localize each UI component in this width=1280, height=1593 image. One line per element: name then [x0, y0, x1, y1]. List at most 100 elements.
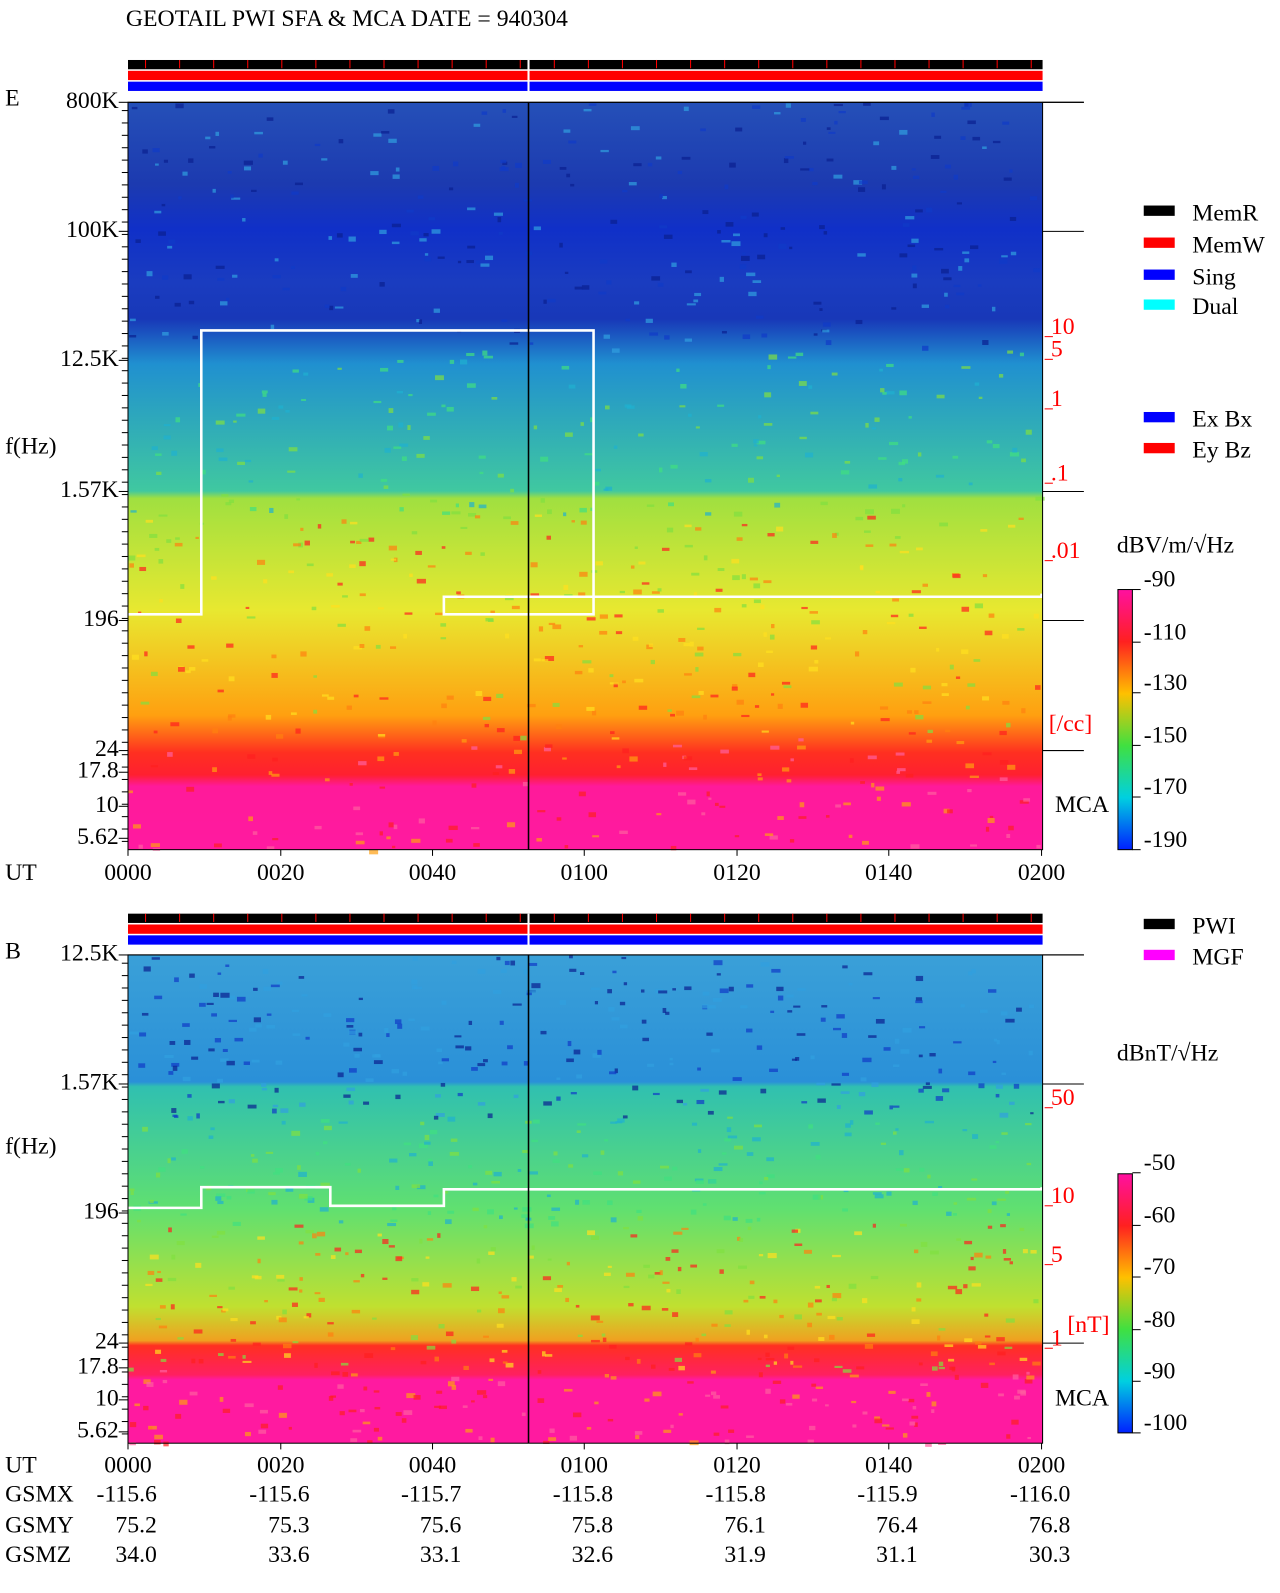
- spectrogram-texture: [739, 264, 747, 270]
- spectrogram-texture: [398, 422, 404, 428]
- spectrogram-texture: [849, 758, 854, 763]
- spectrogram-texture: [212, 767, 217, 773]
- spectrogram-texture: [595, 561, 603, 566]
- spectrogram-texture: [1007, 524, 1016, 528]
- spectrogram-texture: [813, 1358, 820, 1363]
- spectrogram-texture: [795, 352, 804, 357]
- spectrogram-texture: [466, 260, 474, 264]
- spectrogram-texture: [945, 304, 950, 309]
- spectrogram-texture: [278, 405, 284, 409]
- spectrogram-texture: [1008, 825, 1014, 831]
- spectrogram-texture: [943, 808, 950, 814]
- spectrogram-texture: [695, 667, 699, 672]
- spectrogram-texture: [732, 1217, 738, 1221]
- spectrogram-texture: [526, 990, 536, 993]
- spectrogram-texture: [708, 1005, 716, 1009]
- spectrogram-texture: [633, 589, 642, 595]
- spectrogram-texture: [719, 1269, 724, 1274]
- spectrogram-texture: [179, 1399, 188, 1405]
- spectrogram-texture: [833, 103, 843, 107]
- spectrogram-texture: [271, 672, 278, 678]
- spectrogram-texture: [799, 802, 805, 808]
- spectrogram-texture: [714, 802, 719, 806]
- spectrogram-texture: [314, 1362, 318, 1368]
- spectrogram-texture: [473, 123, 481, 127]
- spectrogram-texture: [552, 624, 562, 630]
- spectrogram-texture: [222, 1308, 229, 1312]
- spectrogram-texture: [236, 996, 246, 1002]
- x-tick-label: 0040: [409, 860, 456, 886]
- spectrogram-texture: [569, 968, 577, 972]
- spectrogram-texture: [766, 650, 773, 653]
- spectrogram-texture: [477, 1102, 486, 1106]
- spectrogram-texture: [510, 960, 516, 966]
- spectrogram-texture: [925, 1082, 930, 1086]
- spectrogram-texture: [756, 1045, 763, 1050]
- legend-swatch: [1143, 237, 1175, 248]
- spectrogram-texture: [926, 739, 933, 743]
- spectrogram-texture: [963, 1284, 968, 1289]
- spectrogram-texture: [465, 1046, 472, 1051]
- spectrogram-texture: [838, 111, 846, 114]
- spectrogram-texture: [816, 1082, 826, 1086]
- spectrogram-texture: [540, 456, 549, 462]
- spectrogram-texture: [155, 295, 160, 299]
- spectrogram-texture: [862, 840, 869, 845]
- spectrogram-texture: [178, 196, 182, 200]
- spectrogram-texture: [263, 579, 268, 584]
- spectrogram-texture: [1027, 1436, 1031, 1440]
- spectrogram-texture: [872, 1223, 876, 1228]
- spectrogram-texture: [602, 1337, 607, 1343]
- spectrogram-texture: [129, 1031, 139, 1035]
- spectrogram-texture: [767, 1253, 777, 1259]
- spectrogram-texture: [306, 563, 314, 567]
- spectrogram-texture: [605, 486, 613, 491]
- spectrogram-texture: [741, 574, 746, 580]
- spectrogram-texture: [757, 662, 764, 667]
- spectrogram-texture: [352, 1429, 362, 1433]
- spectrogram-texture: [303, 372, 309, 376]
- legend-label: Dual: [1192, 294, 1239, 320]
- spectrogram-texture: [646, 504, 655, 507]
- spectrogram-texture: [277, 981, 283, 985]
- spectrogram-texture: [206, 1002, 214, 1005]
- spectrogram-texture: [642, 1037, 650, 1042]
- spectrogram-texture: [471, 783, 477, 788]
- spectrogram-texture: [377, 1233, 382, 1237]
- spectrogram-texture: [434, 1405, 442, 1408]
- spectrogram-texture: [271, 654, 277, 659]
- spectrogram-texture: [130, 510, 137, 513]
- spectrogram-texture: [411, 979, 418, 985]
- spectrogram-texture: [1005, 1318, 1015, 1323]
- spectrogram-texture: [395, 1094, 401, 1100]
- spectrogram-texture: [761, 333, 768, 338]
- spectrogram-texture: [810, 411, 819, 415]
- spectrogram-texture: [1026, 1375, 1035, 1380]
- spectrogram-texture: [598, 291, 607, 295]
- spectrogram-texture: [592, 481, 600, 486]
- spectrogram-texture: [384, 1027, 389, 1033]
- y-label: f(Hz): [5, 434, 56, 460]
- spectrogram-texture: [700, 128, 706, 132]
- spectrogram-texture: [1007, 764, 1016, 770]
- spectrogram-texture: [855, 319, 863, 325]
- spectrogram-texture: [359, 538, 369, 542]
- spectrogram-texture: [749, 1280, 755, 1285]
- spectrogram-texture: [373, 400, 382, 404]
- spectrogram-texture: [228, 499, 235, 503]
- spectrogram-texture: [894, 536, 901, 539]
- spectrogram-texture: [746, 1435, 754, 1438]
- spectrogram-texture: [358, 761, 367, 766]
- spectrogram-texture: [167, 1277, 177, 1282]
- spectrogram-texture: [512, 1003, 522, 1006]
- spectrogram-texture: [151, 957, 160, 960]
- panel-label: E: [5, 86, 20, 112]
- spectrogram-texture: [546, 1194, 551, 1198]
- spectrogram-texture: [306, 1313, 312, 1318]
- spectrogram-texture: [798, 816, 807, 819]
- spectrogram-texture: [610, 731, 615, 735]
- spectrogram-texture: [831, 1297, 837, 1302]
- spectrogram-texture: [515, 1285, 522, 1289]
- spectrogram-texture: [621, 956, 627, 960]
- spectrogram-texture: [872, 1192, 882, 1195]
